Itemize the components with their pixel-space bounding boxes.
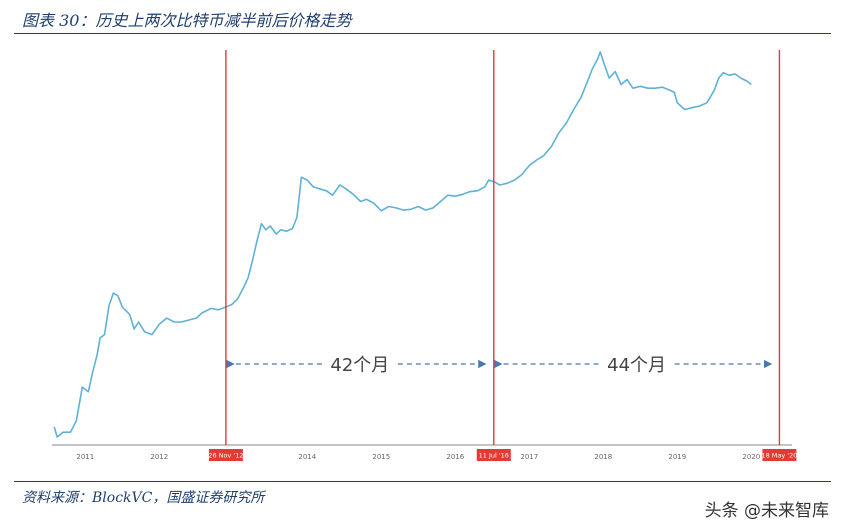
- halving-date-label: 26 Nov '12: [208, 452, 243, 460]
- x-tick-label: 2018: [594, 453, 612, 461]
- halving-date-badge: [476, 449, 511, 461]
- chart-title: 图表 30：历史上两次比特币减半前后价格走势: [22, 11, 352, 30]
- x-tick-label: 2017: [520, 453, 538, 461]
- halving-markers: 26 Nov '12 11 Jul '16 18 May '20: [208, 50, 797, 461]
- halving-date-badge: [762, 449, 797, 461]
- chart-frame: 42个月 44个月 26 Nov '12 11 Jul '16 18 May '20 …: [14, 44, 831, 469]
- x-tick-label: 2014: [298, 453, 316, 461]
- x-tick-label: 2012: [150, 453, 168, 461]
- source-divider: [14, 481, 831, 482]
- halving-date-label: 18 May '20: [761, 452, 797, 460]
- x-tick-label: 2011: [76, 453, 94, 461]
- price-series-line: [53, 51, 752, 438]
- interval-label: 42个月: [330, 355, 389, 376]
- title-divider: [14, 33, 831, 34]
- price-chart: 42个月 44个月 26 Nov '12 11 Jul '16 18 May '20 …: [52, 50, 797, 461]
- halving-date-badge: [208, 449, 243, 461]
- x-tick-label: 2019: [668, 453, 686, 461]
- interval-annotations: 42个月 44个月: [226, 355, 773, 376]
- halving-date-label: 11 Jul '16: [479, 452, 509, 460]
- x-tick-label: 2016: [446, 453, 464, 461]
- source-note: 资料来源：BlockVC，国盛证券研究所: [22, 490, 265, 506]
- x-tick-labels: 2011 2012 2014 2015 2016 2017 2018 2019 2020: [76, 453, 760, 461]
- x-tick-label: 2015: [372, 453, 390, 461]
- watermark-text: 头条 @未来智库: [704, 501, 829, 521]
- interval-label: 44个月: [607, 355, 666, 376]
- x-tick-label: 2020: [742, 453, 760, 461]
